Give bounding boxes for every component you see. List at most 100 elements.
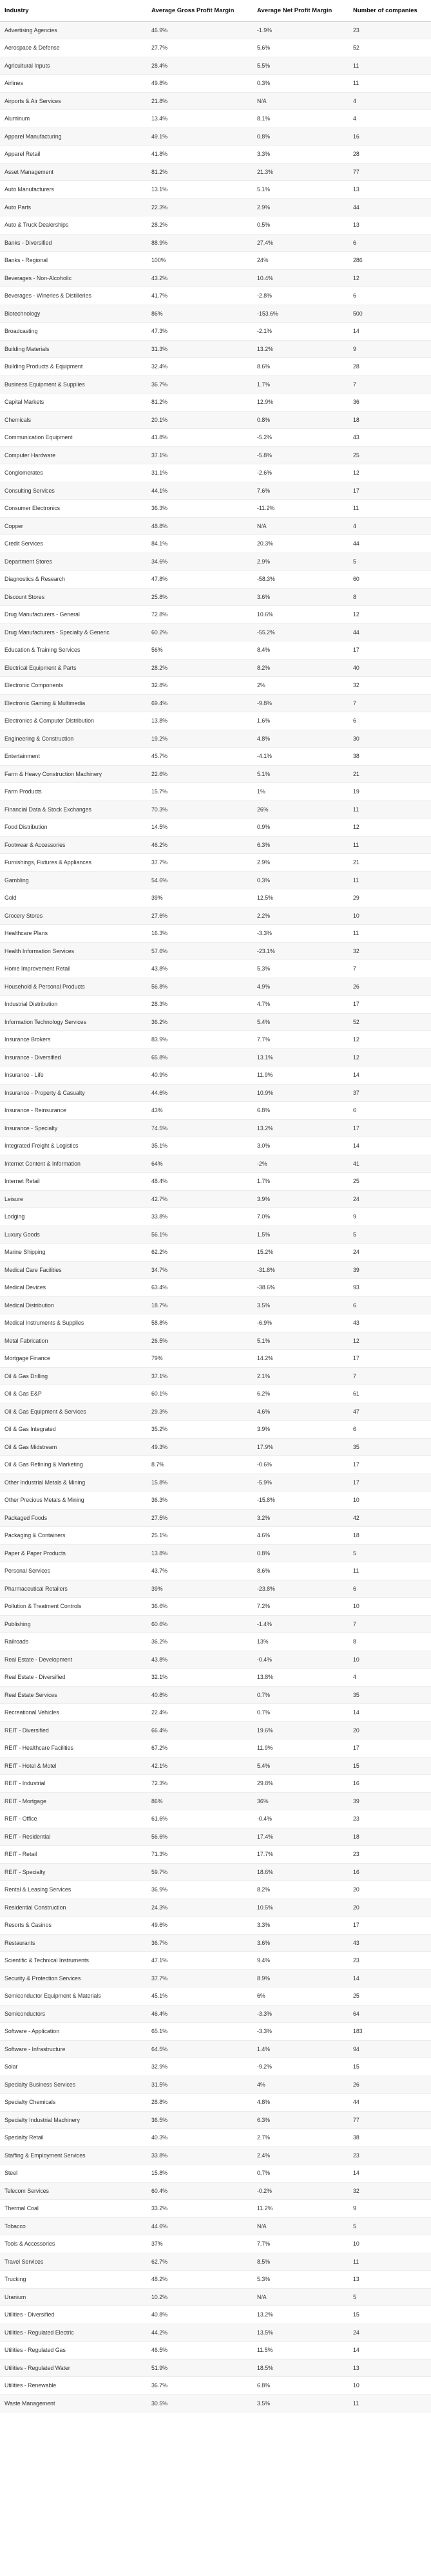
cell-company-count: 23 <box>349 1810 431 1828</box>
cell-net-margin: 13.2% <box>253 2306 349 2324</box>
table-row: Farm & Heavy Construction Machinery 22.6%… <box>0 765 431 783</box>
table-row: Insurance - Life 40.9% 11.9% 14 <box>0 1066 431 1084</box>
cell-company-count: 43 <box>349 1314 431 1332</box>
cell-industry: Scientific & Technical Instruments <box>0 1951 147 1970</box>
cell-gross-margin: 40.9% <box>147 1066 253 1084</box>
cell-industry: Semiconductors <box>0 2005 147 2023</box>
cell-net-margin: 24% <box>253 251 349 270</box>
table-row: Consumer Electronics 36.3% -11.2% 11 <box>0 499 431 518</box>
header-company-count[interactable]: Number of companies <box>349 0 431 22</box>
cell-net-margin: 13.5% <box>253 2324 349 2342</box>
cell-gross-margin: 27.5% <box>147 1509 253 1527</box>
cell-industry: Apparel Manufacturing <box>0 128 147 146</box>
cell-industry: Packaging & Containers <box>0 1526 147 1545</box>
cell-company-count: 13 <box>349 2270 431 2289</box>
cell-gross-margin: 32.9% <box>147 2058 253 2076</box>
table-row: Tools & Accessories 37% 7.7% 10 <box>0 2235 431 2253</box>
cell-gross-margin: 33.2% <box>147 2199 253 2218</box>
cell-net-margin: 11.5% <box>253 2341 349 2360</box>
cell-company-count: 17 <box>349 641 431 659</box>
table-row: Medical Care Facilities 34.7% -31.8% 39 <box>0 1261 431 1279</box>
cell-company-count: 17 <box>349 1473 431 1492</box>
table-row: REIT - Office 61.6% -0.4% 23 <box>0 1810 431 1828</box>
cell-gross-margin: 60.2% <box>147 623 253 641</box>
table-row: Utilities - Renewable 36.7% 6.8% 10 <box>0 2376 431 2395</box>
cell-industry: Auto Parts <box>0 198 147 216</box>
cell-net-margin: 1.5% <box>253 1226 349 1244</box>
cell-industry: Drug Manufacturers - Specialty & Generic <box>0 623 147 641</box>
cell-net-margin: 3.5% <box>253 1296 349 1314</box>
cell-company-count: 17 <box>349 1119 431 1137</box>
cell-gross-margin: 46.9% <box>147 21 253 39</box>
cell-gross-margin: 35.1% <box>147 1137 253 1155</box>
cell-industry: REIT - Diversified <box>0 1721 147 1739</box>
cell-industry: Electronic Components <box>0 676 147 695</box>
table-row: Department Stores 34.6% 2.9% 5 <box>0 553 431 571</box>
table-row: REIT - Specialty 59.7% 18.6% 16 <box>0 1863 431 1881</box>
cell-industry: Security & Protection Services <box>0 1969 147 1987</box>
cell-net-margin: 0.7% <box>253 2164 349 2183</box>
table-row: Auto Manufacturers 13.1% 5.1% 13 <box>0 180 431 199</box>
cell-company-count: 11 <box>349 836 431 854</box>
cell-net-margin: 6.3% <box>253 836 349 854</box>
cell-industry: REIT - Office <box>0 1810 147 1828</box>
cell-company-count: 12 <box>349 818 431 837</box>
cell-net-margin: 6.3% <box>253 2111 349 2129</box>
cell-company-count: 10 <box>349 1651 431 1669</box>
table-body: Advertising Agencies 46.9% -1.9% 23 Aerospac… <box>0 21 431 2412</box>
cell-gross-margin: 31.3% <box>147 340 253 358</box>
cell-company-count: 25 <box>349 1172 431 1191</box>
cell-net-margin: 6.8% <box>253 1101 349 1120</box>
cell-net-margin: -3.3% <box>253 2022 349 2041</box>
cell-company-count: 14 <box>349 322 431 341</box>
cell-net-margin: 2.4% <box>253 2146 349 2164</box>
table-row: Oil & Gas Equipment & Services 29.3% 4.6% 4… <box>0 1403 431 1421</box>
cell-net-margin: 4% <box>253 2076 349 2094</box>
cell-gross-margin: 34.7% <box>147 1261 253 1279</box>
cell-company-count: 61 <box>349 1385 431 1403</box>
cell-gross-margin: 8.7% <box>147 1455 253 1474</box>
table-row: Utilities - Regulated Gas 46.5% 11.5% 14 <box>0 2341 431 2360</box>
cell-gross-margin: 36.2% <box>147 1633 253 1651</box>
cell-industry: Luxury Goods <box>0 1226 147 1244</box>
cell-industry: Education & Training Services <box>0 641 147 659</box>
cell-gross-margin: 81.2% <box>147 393 253 412</box>
header-net-margin[interactable]: Average Net Profit Margin <box>253 0 349 22</box>
cell-company-count: 24 <box>349 2324 431 2342</box>
cell-company-count: 5 <box>349 2217 431 2235</box>
cell-industry: Insurance - Diversified <box>0 1048 147 1066</box>
header-industry[interactable]: Industry <box>0 0 147 22</box>
cell-gross-margin: 72.3% <box>147 1774 253 1793</box>
cell-gross-margin: 40.8% <box>147 2306 253 2324</box>
header-gross-margin[interactable]: Average Gross Profit Margin <box>147 0 253 22</box>
cell-net-margin: 0.3% <box>253 74 349 93</box>
cell-industry: Specialty Chemicals <box>0 2093 147 2112</box>
cell-net-margin: 3.6% <box>253 588 349 606</box>
cell-company-count: 23 <box>349 2146 431 2164</box>
cell-net-margin: 3.2% <box>253 1509 349 1527</box>
cell-company-count: 11 <box>349 800 431 819</box>
cell-industry: Tobacco <box>0 2217 147 2235</box>
cell-net-margin: 6.2% <box>253 1385 349 1403</box>
cell-gross-margin: 37% <box>147 2235 253 2253</box>
cell-company-count: 20 <box>349 1721 431 1739</box>
cell-industry: Waste Management <box>0 2394 147 2412</box>
cell-gross-margin: 84.1% <box>147 535 253 553</box>
cell-company-count: 20 <box>349 1880 431 1899</box>
cell-gross-margin: 51.9% <box>147 2359 253 2377</box>
cell-net-margin: 3.9% <box>253 1190 349 1208</box>
cell-company-count: 17 <box>349 995 431 1014</box>
table-row: Electronic Gaming & Multimedia 69.4% -9.8%… <box>0 694 431 712</box>
cell-industry: Beverages - Wineries & Distilleries <box>0 287 147 305</box>
cell-company-count: 38 <box>349 747 431 766</box>
cell-net-margin: -0.2% <box>253 2182 349 2200</box>
cell-net-margin: 5.1% <box>253 765 349 783</box>
cell-industry: Auto Manufacturers <box>0 180 147 199</box>
cell-industry: Medical Devices <box>0 1278 147 1297</box>
cell-gross-margin: 15.8% <box>147 1473 253 1492</box>
cell-industry: Other Industrial Metals & Mining <box>0 1473 147 1492</box>
cell-net-margin: 7.0% <box>253 1208 349 1226</box>
cell-net-margin: -5.8% <box>253 446 349 464</box>
cell-industry: Gambling <box>0 871 147 889</box>
cell-company-count: 38 <box>349 2128 431 2147</box>
